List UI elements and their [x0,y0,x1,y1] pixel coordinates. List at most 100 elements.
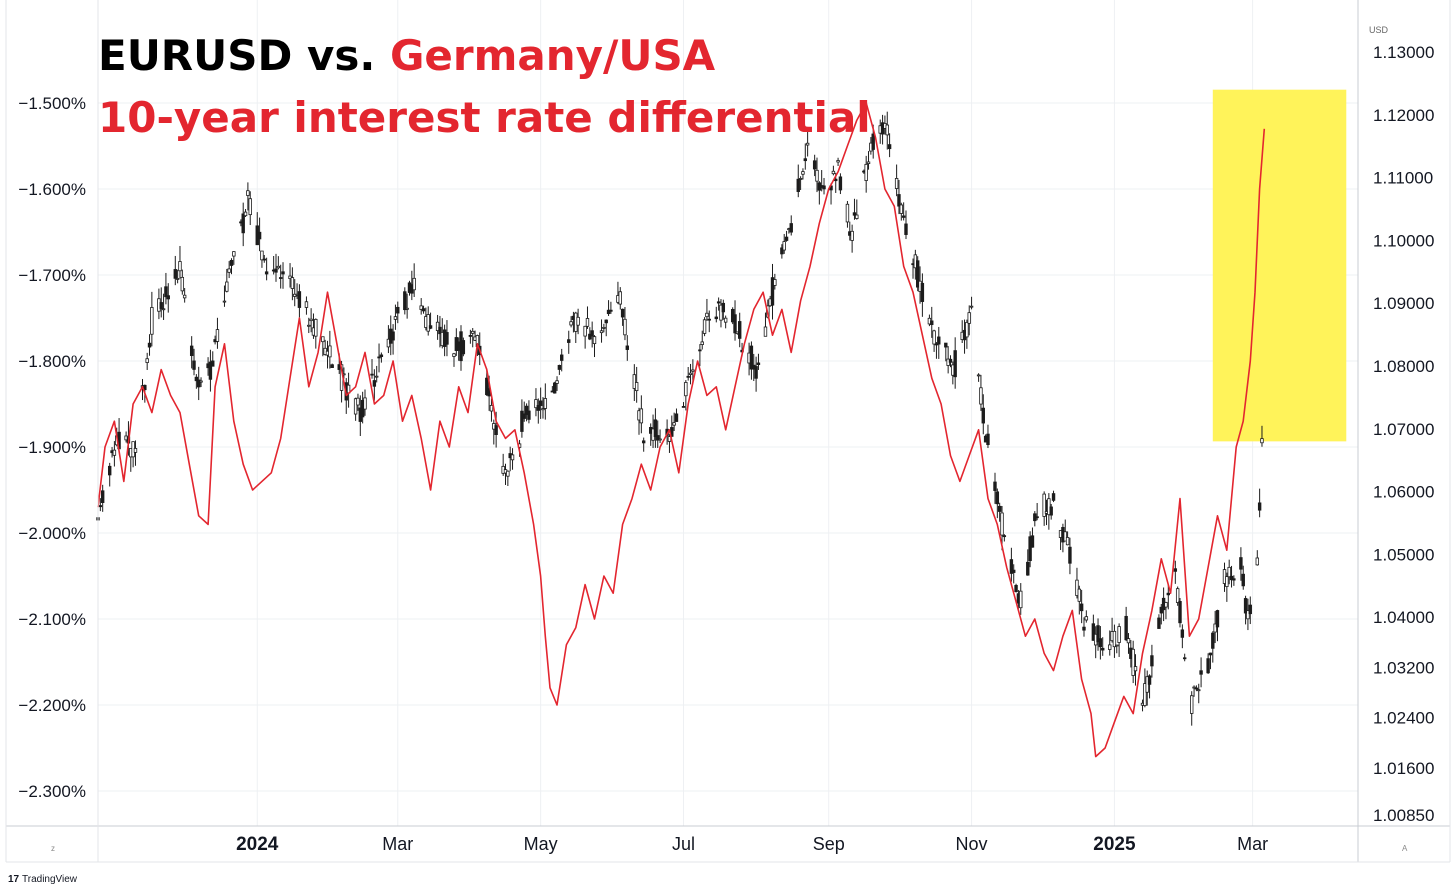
eurusd-candle-body-272 [986,433,990,446]
eurusd-candle-body-44 [241,213,245,234]
eurusd-candle-body-196 [738,321,742,339]
eurusd-candle-body-347 [1232,578,1236,581]
eurusd-candle-body-131 [524,405,529,416]
eurusd-candle-body-163 [632,374,637,389]
eurusd-candle-body-42 [232,251,236,257]
eurusd-candle-body-317 [1133,666,1138,672]
eurusd-candle-body-59 [290,277,295,289]
eurusd-candle-body-355 [1260,438,1264,444]
eurusd-candle-body-192 [723,317,728,323]
eurusd-candle-body-267 [969,305,974,308]
eurusd-candle-body-134 [536,405,540,411]
eurusd-candle-body-27 [182,294,187,299]
eurusd-candle-body-258 [944,342,948,348]
eurusd-candle-body-114 [471,330,475,334]
eurusd-candle-body-252 [920,282,925,302]
left-tick-label-1: −1.600% [18,180,86,199]
eurusd-candle-body-71 [328,345,332,358]
eurusd-candle-body-332 [1182,657,1187,660]
eurusd-candle-body-129 [520,410,524,432]
eurusd-candle-body-148 [583,325,587,337]
eurusd-candle-body-237 [871,133,875,150]
eurusd-candle-body-323 [1157,617,1161,629]
eurusd-candle-body-32 [199,380,203,383]
axis-frame [5,0,1451,863]
eurusd-candle-body-207 [773,279,777,286]
title-germany-usa: Germany/USA [390,31,716,80]
right-axis-ticks: 1.13000 1.12000 1.11000 1.10000 1.09000 1.080… [1373,43,1434,825]
eurusd-candles [96,111,1264,726]
eurusd-candle-body-155 [604,319,608,324]
eurusd-candle-body-107 [445,332,449,345]
eurusd-candle-body-22 [166,295,170,300]
eurusd-candle-body-52 [264,271,269,275]
eurusd-candle-body-319 [1143,683,1147,706]
eurusd-candle-body-208 [780,247,784,255]
eurusd-candle-body-242 [887,144,892,150]
corner-left-label[interactable]: z [51,844,55,853]
eurusd-candle-body-1 [98,505,103,508]
corner-right-label[interactable]: A [1402,844,1408,853]
right-tick-label-5: 1.08000 [1373,357,1434,376]
eurusd-candle-body-19 [159,302,163,309]
eurusd-candle-body-54 [274,268,278,273]
eurusd-candle-body-136 [541,408,545,411]
eurusd-candle-body-94 [405,307,409,310]
eurusd-candle-body-291 [1049,506,1053,516]
x-axis-ticks: 2024 Mar May Jul Sep Nov 2025 Mar [236,834,1268,855]
eurusd-candle-body-254 [930,320,934,326]
eurusd-candle-body-82 [363,397,367,410]
tradingview-logo[interactable]: 17 TradingView [8,874,78,885]
eurusd-candle-body-217 [805,142,810,146]
eurusd-candle-body-260 [948,358,953,363]
eurusd-candle-body-113 [468,335,473,337]
eurusd-candle-body-28 [189,345,194,356]
eurusd-candle-body-341 [1213,623,1217,633]
eurusd-candle-body-21 [164,286,168,298]
eurusd-candle-body-230 [850,230,854,241]
eurusd-candle-body-166 [639,408,644,424]
eurusd-candle-body-348 [1239,557,1243,570]
eurusd-candle-body-312 [1117,626,1121,643]
eurusd-candle-body-241 [885,124,889,136]
eurusd-candle-body-202 [756,362,761,366]
eurusd-candle-body-298 [1075,579,1079,596]
eurusd-candle-body-12 [133,448,138,453]
eurusd-candle-body-3 [108,465,112,476]
tradingview-logo-mark: 17 [8,874,20,885]
eurusd-candle-body-101 [426,314,430,332]
eurusd-candle-body-98 [419,305,423,310]
eurusd-candle-body-296 [1065,537,1070,546]
eurusd-candle-body-104 [438,326,442,335]
eurusd-candle-body-143 [567,339,571,343]
eurusd-candle-body-132 [527,410,531,420]
eurusd-candle-body-222 [822,185,826,190]
eurusd-candle-body-152 [592,336,597,345]
eurusd-candle-body-350 [1243,598,1248,614]
eurusd-candle-body-144 [569,321,573,326]
eurusd-candle-body-182 [691,369,695,372]
chart-title-line2: 10-year interest rate differential [98,93,871,142]
eurusd-candle-body-91 [393,316,398,320]
eurusd-candle-body-172 [658,438,662,441]
eurusd-candle-body-339 [1208,652,1213,656]
eurusd-candle-body-301 [1082,626,1086,631]
eurusd-candle-body-154 [602,326,606,329]
highlight-box [1212,89,1347,442]
eurusd-candle-body-157 [609,309,613,312]
differential-line [97,102,1266,758]
highlight-layer [1212,89,1347,442]
eurusd-candle-body-345 [1227,566,1231,578]
left-tick-label-4: −1.900% [18,438,86,457]
eurusd-candle-body-63 [304,301,309,308]
eurusd-candle-body-344 [1225,576,1229,587]
eurusd-candle-body-160 [620,308,625,318]
eurusd-candle-body-209 [782,241,786,251]
chart-title-line1: EURUSD vs. Germany/USA [98,31,716,80]
eurusd-candle-body-232 [855,214,859,219]
eurusd-candle-body-316 [1131,648,1135,676]
eurusd-candle-body-97 [412,277,416,291]
eurusd-candle-body-213 [796,178,800,192]
eurusd-candle-body-273 [993,481,997,491]
eurusd-candle-body-224 [831,170,836,175]
